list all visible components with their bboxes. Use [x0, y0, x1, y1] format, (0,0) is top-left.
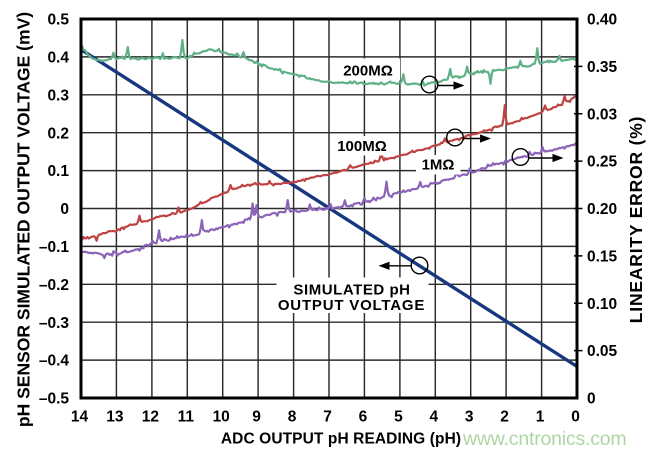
- svg-text:0.03: 0.03: [587, 106, 618, 123]
- svg-text:0: 0: [587, 391, 596, 408]
- svg-text:–0.3: –0.3: [39, 315, 70, 332]
- svg-text:LINEARITY ERROR (%): LINEARITY ERROR (%): [626, 116, 646, 323]
- svg-text:–0.4: –0.4: [39, 353, 70, 370]
- svg-text:9: 9: [252, 408, 261, 425]
- svg-text:3: 3: [465, 408, 474, 425]
- svg-text:11: 11: [178, 408, 195, 425]
- svg-text:0.4: 0.4: [47, 50, 69, 67]
- svg-text:0.35: 0.35: [587, 59, 618, 76]
- svg-text:5: 5: [394, 408, 403, 425]
- svg-text:0.05: 0.05: [587, 343, 618, 360]
- svg-text:ADC OUTPUT pH READING (pH): ADC OUTPUT pH READING (pH): [221, 431, 461, 448]
- svg-text:14: 14: [71, 408, 89, 425]
- svg-text:0.10: 0.10: [587, 296, 617, 313]
- svg-text:0.3: 0.3: [47, 87, 69, 104]
- svg-text:12: 12: [142, 408, 159, 425]
- svg-text:4: 4: [429, 408, 438, 425]
- svg-text:–0.1: –0.1: [39, 239, 70, 256]
- svg-text:1: 1: [536, 408, 545, 425]
- svg-text:0.2: 0.2: [47, 125, 69, 142]
- svg-text:0.25: 0.25: [587, 154, 618, 171]
- svg-text:0.40: 0.40: [587, 12, 617, 29]
- svg-text:100MΩ: 100MΩ: [337, 138, 387, 155]
- svg-text:0: 0: [571, 408, 580, 425]
- svg-text:1MΩ: 1MΩ: [422, 156, 455, 173]
- svg-text:0.1: 0.1: [47, 163, 69, 180]
- svg-text:pH SENSOR SIMULATED OUTPUT VOL: pH SENSOR SIMULATED OUTPUT VOLTAGE (mV): [14, 12, 34, 427]
- svg-text:–0.2: –0.2: [39, 277, 69, 294]
- svg-text:6: 6: [359, 408, 368, 425]
- svg-text:0.20: 0.20: [587, 201, 617, 218]
- svg-text:8: 8: [288, 408, 297, 425]
- svg-text:200MΩ: 200MΩ: [343, 62, 393, 79]
- svg-text:0: 0: [60, 201, 69, 218]
- svg-text:SIMULATED pH: SIMULATED pH: [293, 282, 410, 299]
- svg-text:0.5: 0.5: [47, 12, 69, 29]
- svg-text:2: 2: [500, 408, 509, 425]
- svg-text:0.15: 0.15: [587, 249, 618, 266]
- svg-text:OUTPUT VOLTAGE: OUTPUT VOLTAGE: [278, 297, 425, 314]
- svg-text:10: 10: [213, 408, 230, 425]
- svg-text:www.cntronics.com: www.cntronics.com: [462, 428, 626, 450]
- svg-text:7: 7: [323, 408, 332, 425]
- svg-text:13: 13: [106, 408, 124, 425]
- svg-text:–0.5: –0.5: [39, 391, 70, 408]
